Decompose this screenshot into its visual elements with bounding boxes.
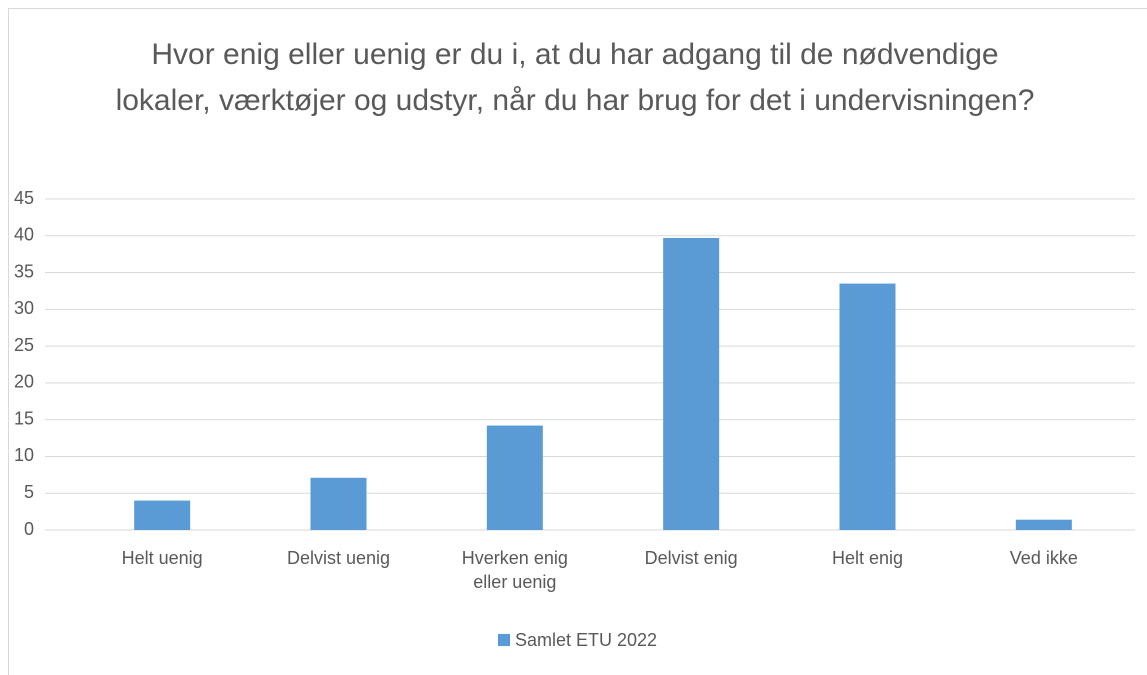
bar <box>839 283 896 530</box>
y-tick-label: 0 <box>24 519 34 539</box>
y-tick-label: 15 <box>14 408 34 428</box>
bar <box>1015 519 1072 530</box>
bar <box>486 425 543 530</box>
y-tick-label: 40 <box>14 225 34 245</box>
chart-title: Hvor enig eller uenig er du i, at du har… <box>115 38 1035 117</box>
x-tick-label: Helt enig <box>831 548 904 568</box>
x-tick-label: Helt uenig <box>121 548 203 568</box>
legend-label: Samlet ETU 2022 <box>515 630 657 650</box>
y-tick-label: 10 <box>14 445 34 465</box>
y-tick-label: 20 <box>14 372 34 392</box>
bar <box>310 477 367 530</box>
chart-border <box>8 8 1147 675</box>
y-tick-label: 35 <box>14 261 34 281</box>
y-tick-label: 5 <box>24 482 34 502</box>
y-tick-label: 30 <box>14 298 34 318</box>
x-tick-label: Delvist enig <box>644 548 738 568</box>
y-tick-label: 25 <box>14 335 34 355</box>
x-tick-label: Hverken enig eller uenig <box>461 548 568 592</box>
bar <box>134 500 191 530</box>
legend-swatch <box>498 634 510 646</box>
bar <box>663 237 720 531</box>
x-tick-label: Ved ikke <box>1009 548 1078 568</box>
x-tick-label: Delvist uenig <box>286 548 391 568</box>
y-tick-label: 45 <box>14 188 34 208</box>
